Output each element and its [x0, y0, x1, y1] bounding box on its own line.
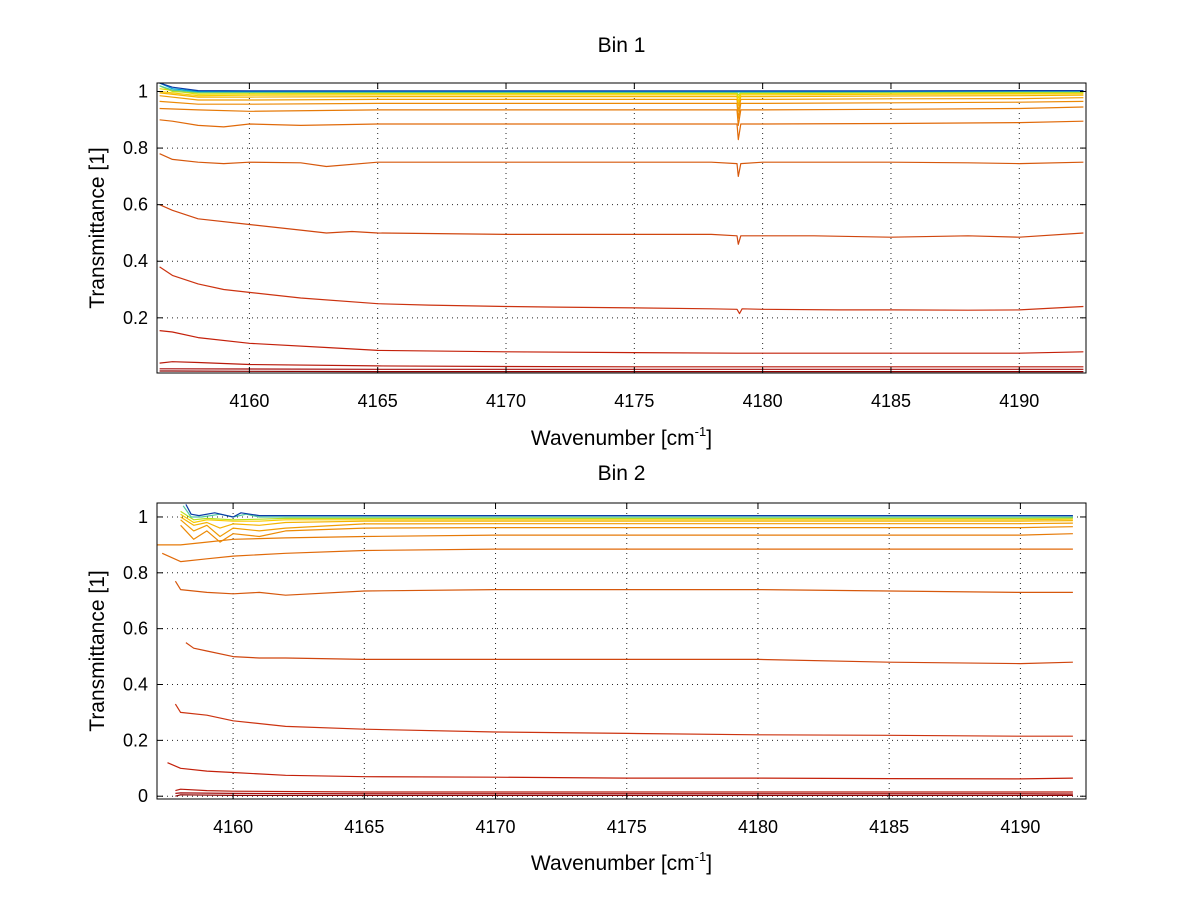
- x-axis-label: Wavenumber [cm-1]: [531, 849, 712, 875]
- y-tick-label: 0.2: [123, 308, 148, 328]
- series-line: [174, 580, 1073, 596]
- series-line: [175, 788, 1073, 793]
- series-line: [175, 792, 1073, 795]
- y-tick-label: 0.4: [123, 675, 148, 695]
- chart-title: Bin 2: [598, 462, 646, 485]
- series-line: [159, 153, 1084, 177]
- series-line: [180, 519, 1073, 538]
- series-line: [159, 361, 1084, 368]
- x-tick-label: 4175: [607, 817, 647, 837]
- x-tick-label: 4160: [229, 391, 269, 411]
- chart-title: Bin 1: [598, 34, 646, 57]
- series-line: [159, 82, 1084, 92]
- x-tick-label: 4185: [869, 817, 909, 837]
- series-line: [159, 266, 1084, 315]
- series-line: [180, 513, 1073, 524]
- x-tick-label: 4190: [999, 391, 1039, 411]
- y-tick-label: 0: [138, 786, 148, 806]
- x-tick-label: 4180: [738, 817, 778, 837]
- axes-box: [156, 502, 1087, 800]
- y-tick-label: 0.8: [123, 563, 148, 583]
- x-axis-label-text: Wavenumber [cm: [531, 852, 695, 875]
- x-axis-label-text: Wavenumber [cm: [531, 427, 695, 450]
- x-tick-label: 4175: [614, 391, 654, 411]
- x-axis-label-superscript: -1: [695, 424, 707, 439]
- x-tick-label: 4185: [871, 391, 911, 411]
- y-tick-label: 1: [138, 81, 148, 101]
- x-tick-label: 4180: [743, 391, 783, 411]
- y-tick-label: 0.2: [123, 730, 148, 750]
- series-line: [159, 368, 1084, 370]
- y-tick-label: 0.6: [123, 195, 148, 215]
- series-line: [159, 370, 1084, 373]
- series-line: [167, 762, 1073, 780]
- series-group: [157, 504, 1073, 797]
- axes-box: [156, 82, 1087, 374]
- x-tick-label: 4190: [1000, 817, 1040, 837]
- series-line: [159, 119, 1084, 141]
- series-line: [159, 330, 1084, 354]
- plot-panel-bin-2: Bin 2 4160 4165 4170 4175 4180 4185 4190 0 0.2 0.…: [86, 462, 1087, 875]
- series-line: [182, 505, 1073, 518]
- ticks: 4160 4165 4170 4175 4180 4185 4190 0 0.2 0.4 0.6 0.…: [123, 503, 1086, 837]
- series-line: [185, 504, 1073, 518]
- x-tick-label: 4165: [344, 817, 384, 837]
- series-line: [180, 524, 1073, 543]
- x-axis-label: Wavenumber [cm-1]: [531, 424, 712, 450]
- x-axis-label-superscript: -1: [695, 849, 707, 864]
- series-line: [157, 533, 1073, 546]
- x-tick-label: 4170: [476, 817, 516, 837]
- series-line: [185, 642, 1073, 665]
- grid: [157, 83, 1086, 373]
- series-line: [161, 548, 1073, 563]
- plot-panel-bin-1: Bin 1 4160 4165 4170 4175 4180 4185 4190 0.2 0.4…: [86, 34, 1087, 450]
- ticks: 4160 4165 4170 4175 4180 4185 4190 0.2 0.4 0.6 0.8…: [123, 81, 1086, 411]
- x-tick-label: 4160: [213, 817, 253, 837]
- y-axis-label: Transmittance [1]: [86, 570, 109, 731]
- x-axis-label-close: ]: [706, 852, 712, 875]
- series-line: [159, 204, 1084, 245]
- series-group: [159, 82, 1084, 373]
- x-axis-label-close: ]: [706, 427, 712, 450]
- x-tick-label: 4165: [358, 391, 398, 411]
- y-tick-label: 0.8: [123, 138, 148, 158]
- y-tick-label: 0.6: [123, 619, 148, 639]
- series-line: [180, 516, 1073, 529]
- series-line: [180, 510, 1073, 521]
- y-tick-label: 0.4: [123, 251, 148, 271]
- x-tick-label: 4170: [486, 391, 526, 411]
- y-axis-label: Transmittance [1]: [86, 147, 109, 308]
- y-tick-label: 1: [138, 507, 148, 527]
- series-line: [174, 703, 1073, 737]
- series-line: [175, 794, 1073, 797]
